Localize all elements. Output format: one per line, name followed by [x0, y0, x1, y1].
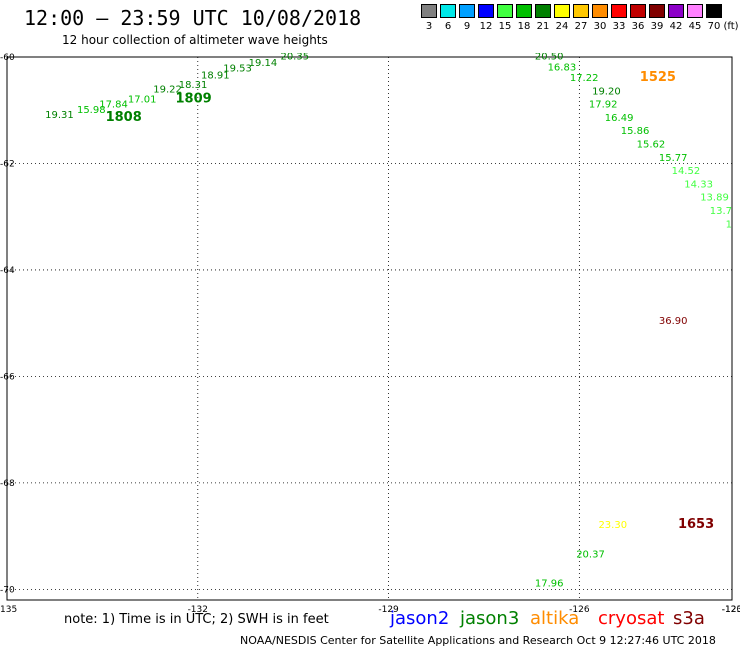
legend-swatch — [573, 4, 589, 18]
legend-label: 70 — [707, 21, 721, 32]
lon-tick-label: -123 — [722, 605, 740, 615]
lon-tick-label: -120 — [722, 605, 740, 615]
lat-tick-label: -70 — [0, 585, 15, 595]
legend-swatch — [554, 4, 570, 18]
legend-label: 45 — [688, 21, 702, 32]
lat-tick-label: -60 — [0, 53, 15, 63]
wave-height-label: 16.49 — [605, 113, 634, 124]
wave-height-label: 13.89 — [735, 233, 740, 244]
legend-unit: (ft) — [723, 21, 739, 32]
page-subtitle: 12 hour collection of altimeter wave hei… — [62, 33, 328, 47]
satellite-cryosat: cryosat — [598, 608, 665, 629]
legend-swatch — [706, 4, 722, 18]
wave-height-label: 13.89 — [700, 193, 729, 204]
legend-swatch — [611, 4, 627, 18]
page-title: 12:00 – 23:59 UTC 10/08/2018 — [24, 6, 362, 30]
wave-height-label: 15.77 — [659, 153, 688, 164]
legend-label: 21 — [536, 21, 550, 32]
wave-height-label: 14.52 — [672, 166, 701, 177]
wave-height-label: 18.31 — [179, 80, 208, 91]
wave-height-label: 19.14 — [249, 58, 278, 69]
lon-tick-label: -135 — [0, 605, 17, 615]
wave-height-label: 17.22 — [570, 73, 599, 84]
legend-label: 30 — [593, 21, 607, 32]
lat-tick-label: -66 — [0, 372, 15, 382]
legend-label: 33 — [612, 21, 626, 32]
footer-note: note: 1) Time is in UTC; 2) SWH is in fe… — [64, 612, 329, 627]
lon-tick-label: -132 — [188, 605, 208, 615]
legend-swatch — [459, 4, 475, 18]
time-label: 1653 — [678, 517, 714, 532]
credit-line: NOAA/NESDIS Center for Satellite Applica… — [240, 634, 716, 647]
satellite-s3a: s3a — [673, 608, 705, 629]
wave-height-label: 19.53 — [223, 63, 252, 74]
wave-height-label: 17.01 — [128, 94, 157, 105]
legend-swatch — [592, 4, 608, 18]
wave-height-label: 14.33 — [684, 179, 713, 190]
legend-label: 15 — [498, 21, 512, 32]
wave-height-label: 19.20 — [592, 86, 621, 97]
satellite-altika: altika — [530, 608, 580, 629]
wave-height-label: 20.35 — [280, 52, 309, 63]
map-frame — [6, 56, 733, 601]
wave-height-label: 16.83 — [548, 62, 577, 73]
legend-label: 39 — [650, 21, 664, 32]
legend-label: 9 — [463, 21, 471, 32]
wave-height-label: 17.84 — [99, 100, 128, 111]
wave-height-label: 14.06 — [726, 219, 740, 230]
legend-label: 18 — [517, 21, 531, 32]
lat-tick-label: -68 — [0, 479, 15, 489]
legend-label: 42 — [669, 21, 683, 32]
lon-tick-label: -126 — [569, 605, 590, 615]
time-label: 1525 — [640, 70, 676, 85]
legend-swatch — [535, 4, 551, 18]
wave-height-label: 23.30 — [598, 520, 627, 531]
wave-height-label: 15.86 — [621, 126, 650, 137]
wave-height-label: 20.37 — [576, 549, 605, 560]
legend-label: 3 — [425, 21, 433, 32]
lat-tick-label: -64 — [0, 266, 15, 276]
satellite-jason3: jason3 — [460, 608, 520, 629]
time-label: 1808 — [106, 110, 142, 125]
wave-height-label: 15.62 — [637, 140, 666, 151]
legend-label: 12 — [479, 21, 493, 32]
legend-swatch — [440, 4, 456, 18]
lat-tick-label: -62 — [0, 159, 15, 169]
legend-label: 6 — [444, 21, 452, 32]
wave-height-label: 15.98 — [77, 105, 106, 116]
legend-swatch — [478, 4, 494, 18]
legend-swatch — [516, 4, 532, 18]
time-label: 1809 — [176, 91, 212, 106]
lon-tick-label: -129 — [378, 605, 399, 615]
legend-label: 27 — [574, 21, 588, 32]
legend-label: 24 — [555, 21, 569, 32]
wave-height-label: 18.91 — [201, 70, 230, 81]
legend-swatch — [421, 4, 437, 18]
legend-swatch — [497, 4, 513, 18]
wave-height-label: 17.92 — [589, 100, 618, 111]
legend-swatch — [630, 4, 646, 18]
legend-label: 36 — [631, 21, 645, 32]
legend-swatch — [649, 4, 665, 18]
satellite-jason2: jason2 — [390, 608, 450, 629]
legend-swatch — [687, 4, 703, 18]
wave-height-label: 20.50 — [535, 52, 564, 63]
wave-height-label: 17.96 — [535, 579, 564, 590]
wave-height-label: 36.90 — [659, 316, 688, 327]
wave-height-label: 19.22 — [153, 85, 182, 96]
wave-height-label: 19.31 — [45, 110, 74, 121]
wave-height-label: 13.73 — [710, 206, 739, 217]
legend-swatch — [668, 4, 684, 18]
